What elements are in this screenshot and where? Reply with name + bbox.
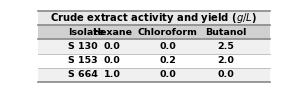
Text: S 153: S 153 (68, 56, 97, 65)
Text: 2.0: 2.0 (218, 56, 234, 65)
Text: 0.0: 0.0 (159, 42, 176, 51)
Text: Crude extract activity and yield ($\mathit{g/L}$): Crude extract activity and yield ($\math… (50, 11, 257, 25)
Text: 0.2: 0.2 (159, 56, 176, 65)
Text: Chloroform: Chloroform (138, 28, 198, 37)
Bar (38, 25, 270, 39)
Text: Hexane: Hexane (92, 28, 132, 37)
Text: 0.0: 0.0 (103, 42, 120, 51)
Bar (38, 11, 270, 25)
Text: 0.0: 0.0 (218, 70, 234, 79)
Text: 0.0: 0.0 (159, 70, 176, 79)
Text: 2.5: 2.5 (218, 42, 234, 51)
Text: 0.0: 0.0 (103, 56, 120, 65)
Text: Butanol: Butanol (205, 28, 247, 37)
Text: S 130: S 130 (68, 42, 97, 51)
Bar (38, 68, 270, 82)
Text: 1.0: 1.0 (103, 70, 120, 79)
Text: S 664: S 664 (68, 70, 98, 79)
Bar (38, 54, 270, 68)
Bar (38, 39, 270, 54)
Text: Isolate: Isolate (68, 28, 104, 37)
